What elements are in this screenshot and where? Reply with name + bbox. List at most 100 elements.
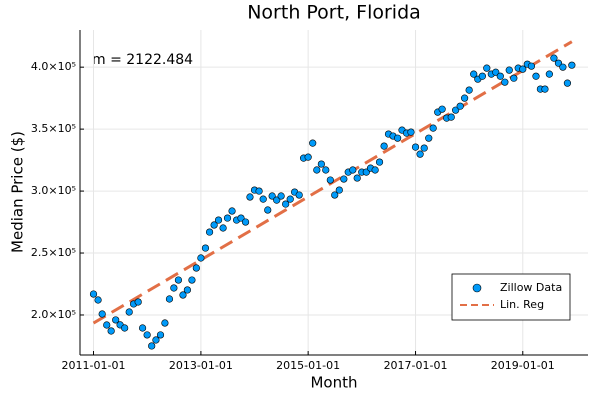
y-tick-label: 3.0×10⁵ bbox=[31, 184, 76, 197]
point bbox=[429, 124, 437, 132]
point bbox=[420, 144, 428, 152]
legend-marker bbox=[472, 283, 482, 293]
x-tick-label: 2013-01-01 bbox=[169, 359, 233, 372]
point bbox=[237, 214, 245, 222]
point bbox=[89, 290, 98, 298]
legend-label: Zillow Data bbox=[500, 281, 562, 294]
point bbox=[94, 296, 102, 304]
point bbox=[519, 65, 527, 73]
point bbox=[197, 254, 205, 262]
point bbox=[375, 158, 384, 166]
point bbox=[125, 308, 133, 316]
point bbox=[470, 70, 478, 78]
annotation: m = 2122.484 bbox=[92, 52, 193, 68]
point bbox=[219, 224, 227, 232]
chart-title: North Port, Florida bbox=[247, 2, 421, 24]
point bbox=[188, 276, 196, 284]
point bbox=[282, 200, 290, 208]
x-tick-label: 2015-01-01 bbox=[276, 359, 340, 372]
point bbox=[331, 191, 339, 199]
point bbox=[246, 193, 254, 201]
legend-label: Lin. Reg bbox=[500, 298, 544, 311]
point bbox=[148, 342, 156, 350]
y-axis-label: Median Price ($) bbox=[9, 131, 27, 253]
point bbox=[501, 78, 509, 86]
point bbox=[492, 68, 500, 76]
point bbox=[317, 160, 325, 168]
point bbox=[563, 79, 572, 87]
point bbox=[295, 191, 303, 199]
point bbox=[138, 324, 147, 332]
point bbox=[304, 153, 312, 161]
point bbox=[259, 195, 267, 203]
point bbox=[143, 331, 151, 339]
point bbox=[465, 86, 473, 94]
point bbox=[456, 102, 464, 110]
point bbox=[340, 175, 348, 183]
point bbox=[152, 336, 160, 344]
point bbox=[223, 214, 232, 222]
point bbox=[483, 64, 491, 72]
y-tick-label: 4.0×10⁵ bbox=[31, 60, 76, 73]
y-tick-label: 3.5×10⁵ bbox=[31, 122, 76, 135]
point bbox=[161, 319, 169, 327]
point bbox=[416, 150, 424, 158]
y-tick-label: 2.5×10⁵ bbox=[31, 246, 76, 259]
point bbox=[447, 113, 455, 121]
point bbox=[255, 187, 263, 195]
point bbox=[134, 298, 142, 306]
point bbox=[568, 61, 576, 69]
point bbox=[98, 310, 106, 318]
point bbox=[112, 316, 120, 324]
point bbox=[214, 216, 223, 224]
y-tick-label: 2.0×10⁵ bbox=[31, 308, 76, 321]
x-tick-label: 2011-01-01 bbox=[62, 359, 126, 372]
point bbox=[179, 291, 187, 299]
point bbox=[165, 295, 174, 303]
legend-box bbox=[451, 273, 571, 321]
point bbox=[309, 139, 317, 147]
point bbox=[545, 70, 553, 78]
point bbox=[322, 166, 330, 174]
point bbox=[478, 72, 486, 80]
point bbox=[192, 264, 200, 272]
point bbox=[438, 105, 446, 113]
point bbox=[107, 327, 115, 335]
point bbox=[241, 218, 250, 226]
point bbox=[335, 186, 343, 194]
point bbox=[277, 192, 285, 200]
point bbox=[407, 128, 415, 136]
point bbox=[205, 228, 214, 236]
point bbox=[380, 142, 388, 150]
point bbox=[371, 166, 379, 174]
point bbox=[541, 85, 549, 93]
point bbox=[505, 66, 513, 74]
point bbox=[121, 324, 129, 332]
point bbox=[313, 166, 321, 174]
point bbox=[527, 62, 536, 70]
legend: Zillow Data Lin. Reg bbox=[451, 273, 571, 321]
x-tick-label: 2019-01-01 bbox=[491, 359, 555, 372]
point bbox=[425, 134, 433, 142]
point bbox=[394, 134, 402, 142]
point bbox=[268, 192, 276, 200]
point bbox=[532, 72, 540, 80]
point bbox=[550, 54, 558, 62]
point bbox=[452, 106, 460, 114]
point bbox=[103, 321, 111, 329]
point bbox=[554, 59, 563, 67]
point bbox=[353, 174, 361, 182]
point bbox=[156, 331, 165, 339]
point bbox=[273, 196, 281, 204]
point bbox=[210, 221, 218, 229]
point bbox=[510, 74, 518, 82]
point bbox=[201, 244, 210, 252]
point bbox=[496, 72, 504, 80]
point bbox=[286, 195, 294, 203]
point bbox=[183, 286, 191, 294]
point bbox=[326, 176, 334, 184]
point bbox=[174, 276, 183, 284]
point bbox=[559, 63, 567, 71]
